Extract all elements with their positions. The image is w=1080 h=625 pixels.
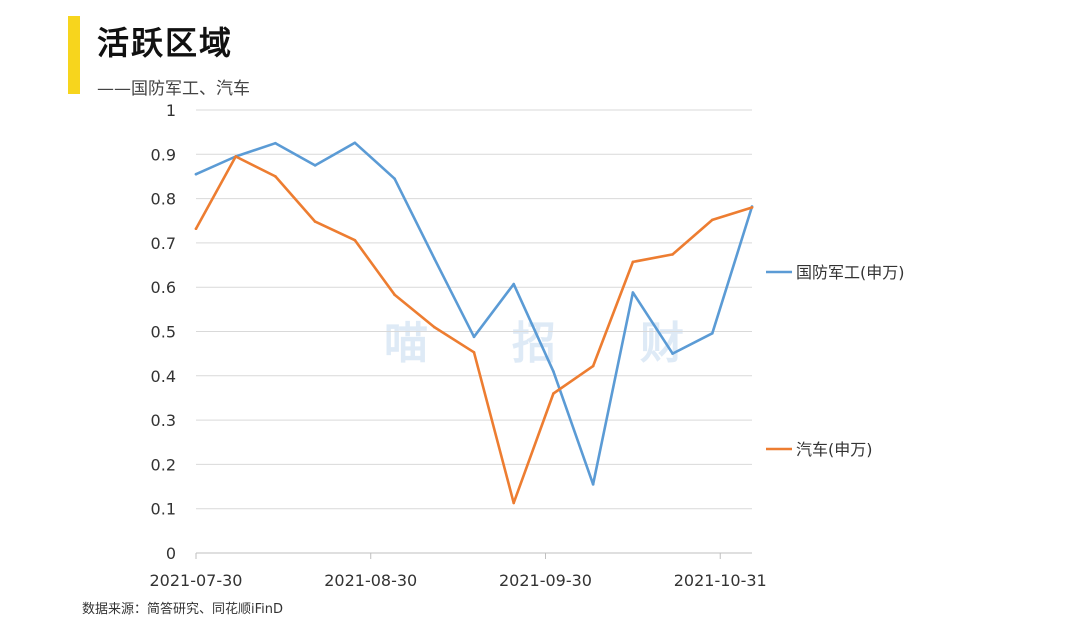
page-title: 活跃区域 xyxy=(97,24,234,62)
legend-label-1: 国防军工(申万) xyxy=(796,263,905,282)
series-2-point xyxy=(313,220,317,223)
x-tick-label: 2021-10-31 xyxy=(674,571,767,590)
series-2-point xyxy=(234,155,238,158)
series-2-point xyxy=(512,501,516,505)
series-2-point xyxy=(194,227,198,231)
data-source-note: 数据来源：简答研究、同花顺iFinD xyxy=(82,602,284,617)
series-1-point xyxy=(631,291,635,294)
series-2-point xyxy=(671,253,674,256)
series-2-point xyxy=(750,206,754,209)
watermark-char-1: 喵 xyxy=(384,318,428,369)
y-tick-label: 0 xyxy=(166,544,176,563)
x-tick-label: 2021-07-30 xyxy=(150,571,243,590)
series-1-point xyxy=(313,164,317,167)
y-tick-label: 0.1 xyxy=(151,500,176,519)
y-tick-label: 0.9 xyxy=(151,145,176,164)
page-subtitle: ——国防军工、汽车 xyxy=(97,79,250,99)
series-1-point xyxy=(552,370,555,373)
series-1-point xyxy=(353,141,357,145)
series-2-point xyxy=(353,238,357,242)
y-tick-label: 0.7 xyxy=(151,234,176,253)
series-1-point xyxy=(710,331,714,335)
title-accent-bar xyxy=(68,16,80,94)
series-1-point xyxy=(671,352,674,355)
y-tick-label: 0.3 xyxy=(151,411,176,430)
series-1-point xyxy=(512,282,516,286)
series-1-point xyxy=(274,141,277,145)
x-tick-label: 2021-09-30 xyxy=(499,571,592,590)
y-tick-label: 0.5 xyxy=(151,323,176,342)
series-1-point xyxy=(591,483,595,486)
series-2-point xyxy=(432,325,436,329)
series-1-point xyxy=(393,177,396,180)
y-tick-label: 0.2 xyxy=(151,455,176,474)
series-2-point xyxy=(274,175,277,178)
y-tick-label: 0.6 xyxy=(151,278,176,297)
series-line-1 xyxy=(194,141,754,486)
series-2-point xyxy=(631,260,635,264)
y-tick-label: 0.8 xyxy=(151,190,176,209)
series-2-point xyxy=(591,364,595,368)
x-tick-label: 2021-08-30 xyxy=(324,571,417,590)
legend-label-2: 汽车(申万) xyxy=(796,440,873,459)
watermark-char-3: 财 xyxy=(640,318,684,369)
series-2-point xyxy=(552,392,555,395)
y-tick-label: 1 xyxy=(166,101,176,120)
series-2-point xyxy=(710,218,714,222)
series-2-point xyxy=(472,351,476,354)
y-tick-label: 0.4 xyxy=(151,367,176,386)
series-1-point xyxy=(194,172,198,176)
series-1-point xyxy=(432,257,436,260)
series-1-point xyxy=(472,335,476,339)
series-2-point xyxy=(393,293,396,297)
